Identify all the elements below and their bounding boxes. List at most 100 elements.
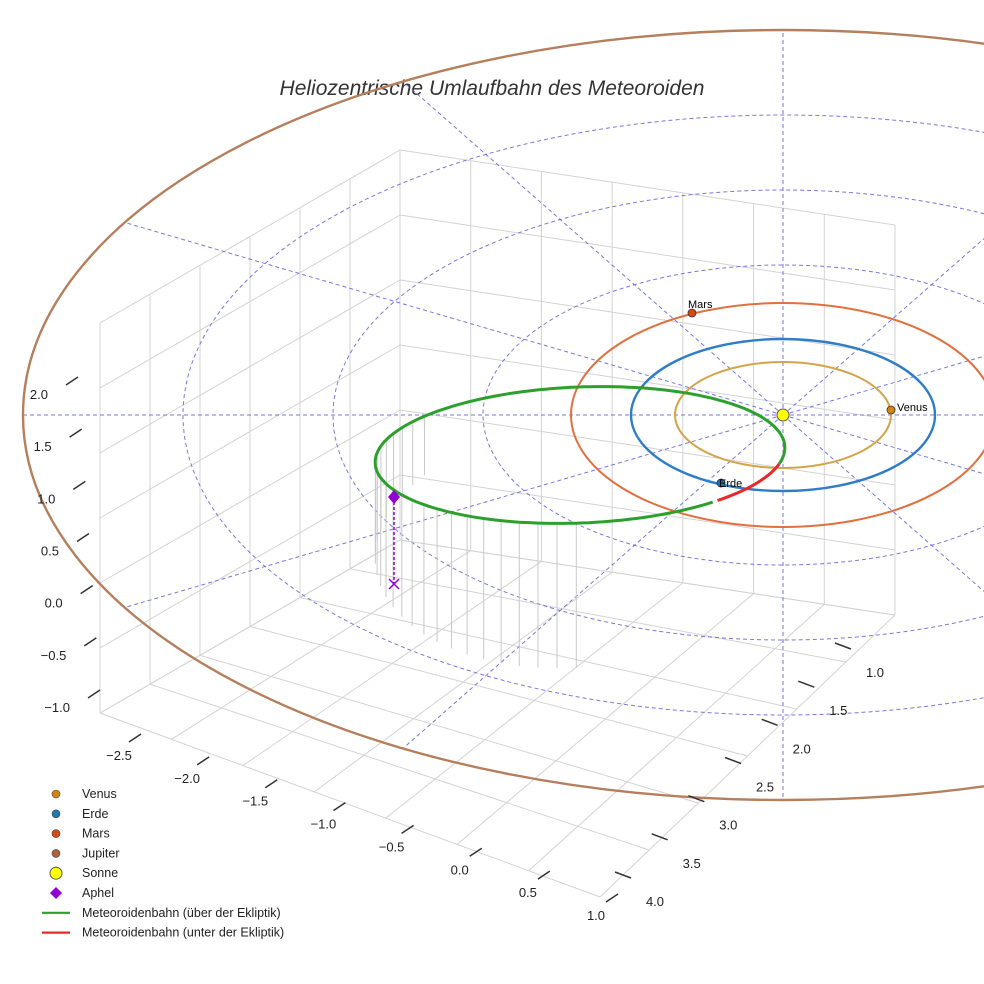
y-tick-label: 2.5 xyxy=(756,780,774,795)
grid-line xyxy=(399,214,896,291)
x-tick-label: −1.0 xyxy=(311,817,337,832)
grid-line xyxy=(99,712,601,898)
x-tick-label: −1.5 xyxy=(242,794,268,809)
grid-line xyxy=(399,474,896,551)
z-tick-mark xyxy=(76,532,90,543)
x-tick-mark xyxy=(537,870,551,880)
orbit-erde xyxy=(629,337,937,493)
x-tick-mark xyxy=(196,756,210,766)
z-tick-label: 1.5 xyxy=(34,439,52,454)
legend-item: Sonne xyxy=(82,866,118,880)
z-tick-mark xyxy=(80,585,94,595)
x-tick-label: 0.0 xyxy=(451,862,469,877)
z-tick-mark xyxy=(87,689,101,699)
grid-line xyxy=(399,149,896,226)
grid-line xyxy=(199,654,699,804)
grid-line xyxy=(349,568,846,663)
planet-label-mars: Mars xyxy=(688,299,713,311)
grid-line xyxy=(399,539,896,616)
z-tick-label: 0.5 xyxy=(41,544,59,559)
x-tick-mark xyxy=(128,733,142,743)
meteoroid-drop-lines xyxy=(374,416,577,669)
x-tick-label: −2.0 xyxy=(174,771,200,786)
grid-line xyxy=(399,279,896,356)
ecliptic-ray xyxy=(124,222,784,416)
orbit-jupiter xyxy=(22,28,984,802)
y-tick-mark xyxy=(834,642,852,650)
planet-label-venus: Venus xyxy=(897,402,928,414)
x-tick-label: −0.5 xyxy=(379,839,405,854)
orbit-venus xyxy=(674,361,892,469)
axis-grid xyxy=(99,149,896,898)
ecliptic-ray xyxy=(782,355,984,416)
y-tick-label: 1.0 xyxy=(866,665,884,680)
x-tick-label: 1.0 xyxy=(587,908,605,923)
celestial-bodies: Venus Erde Mars xyxy=(388,299,928,590)
grid-line xyxy=(99,474,401,649)
grid-line xyxy=(399,409,896,486)
grid-line xyxy=(99,279,401,454)
planet-orbits xyxy=(22,28,984,802)
grid-line xyxy=(99,214,401,389)
z-tick-mark xyxy=(65,376,79,386)
trajectory-below-ecliptic xyxy=(717,463,781,502)
x-tick-mark xyxy=(264,779,278,789)
grid-line xyxy=(99,149,401,324)
z-tick-label: 0.0 xyxy=(45,596,63,611)
x-tick-mark xyxy=(469,847,483,857)
ecliptic-ray xyxy=(402,414,784,749)
y-tick-label: 3.5 xyxy=(683,856,701,871)
meteoroid-trajectory xyxy=(373,385,787,525)
legend-swatch-dot xyxy=(51,809,61,819)
planet-label-erde: Erde xyxy=(719,478,742,490)
y-tick-mark xyxy=(724,756,742,765)
legend-item: Erde xyxy=(82,807,108,821)
y-tick-mark xyxy=(798,680,815,688)
x-tick-mark xyxy=(333,801,346,812)
legend: Venus Erde Mars Jupiter Sonne Aphel Meteoroide… xyxy=(42,787,284,940)
y-tick-mark xyxy=(614,871,632,879)
z-tick-label: 2.0 xyxy=(30,387,48,402)
z-tick-label: −1.0 xyxy=(44,700,70,715)
y-tick-mark xyxy=(651,833,668,841)
grid-line xyxy=(399,344,896,421)
x-tick-label: 0.5 xyxy=(519,885,537,900)
x-tick-mark xyxy=(605,893,619,903)
legend-item: Meteoroidenbahn (über der Ekliptik) xyxy=(82,906,281,920)
ecliptic-ray xyxy=(124,414,784,608)
y-tick-label: 4.0 xyxy=(646,894,664,909)
z-tick-mark xyxy=(72,480,86,490)
axis-ticks: −2.5 −2.0 −1.5 −1.0 −0.5 0.0 0.5 1.0 1.0 1.5 2.0 2.… xyxy=(30,376,884,923)
legend-item: Jupiter xyxy=(82,846,120,860)
planet-venus xyxy=(886,405,896,415)
planet-erde xyxy=(716,478,726,488)
planet-mars xyxy=(687,308,697,318)
grid-line xyxy=(99,344,401,519)
x-tick-mark xyxy=(401,824,414,835)
z-tick-label: 1.0 xyxy=(37,491,55,506)
aphel-foot-marker xyxy=(388,578,400,590)
legend-swatch-dot xyxy=(51,789,61,799)
z-tick-mark xyxy=(83,637,97,647)
legend-item: Mars xyxy=(82,827,110,841)
grid-line xyxy=(249,626,748,757)
z-tick-label: −0.5 xyxy=(41,648,67,663)
orbit-mars xyxy=(570,302,984,528)
y-tick-mark xyxy=(688,794,705,803)
ecliptic-ray xyxy=(782,237,984,416)
chart-title: Heliozentrische Umlaufbahn des Meteoroid… xyxy=(280,77,705,100)
ecliptic-grid xyxy=(22,29,984,801)
y-tick-label: 1.5 xyxy=(829,703,847,718)
grid-line xyxy=(99,409,401,584)
legend-swatch-dot xyxy=(51,829,61,838)
x-tick-label: −2.5 xyxy=(106,748,132,763)
ecliptic-ray xyxy=(402,81,784,416)
ecliptic-ray xyxy=(782,414,984,475)
ecliptic-ray xyxy=(782,414,984,593)
y-tick-label: 2.0 xyxy=(793,741,811,756)
aphel-marker xyxy=(388,490,400,504)
legend-swatch-sun xyxy=(49,866,63,880)
legend-item: Meteoroidenbahn (unter der Ekliptik) xyxy=(82,926,284,940)
